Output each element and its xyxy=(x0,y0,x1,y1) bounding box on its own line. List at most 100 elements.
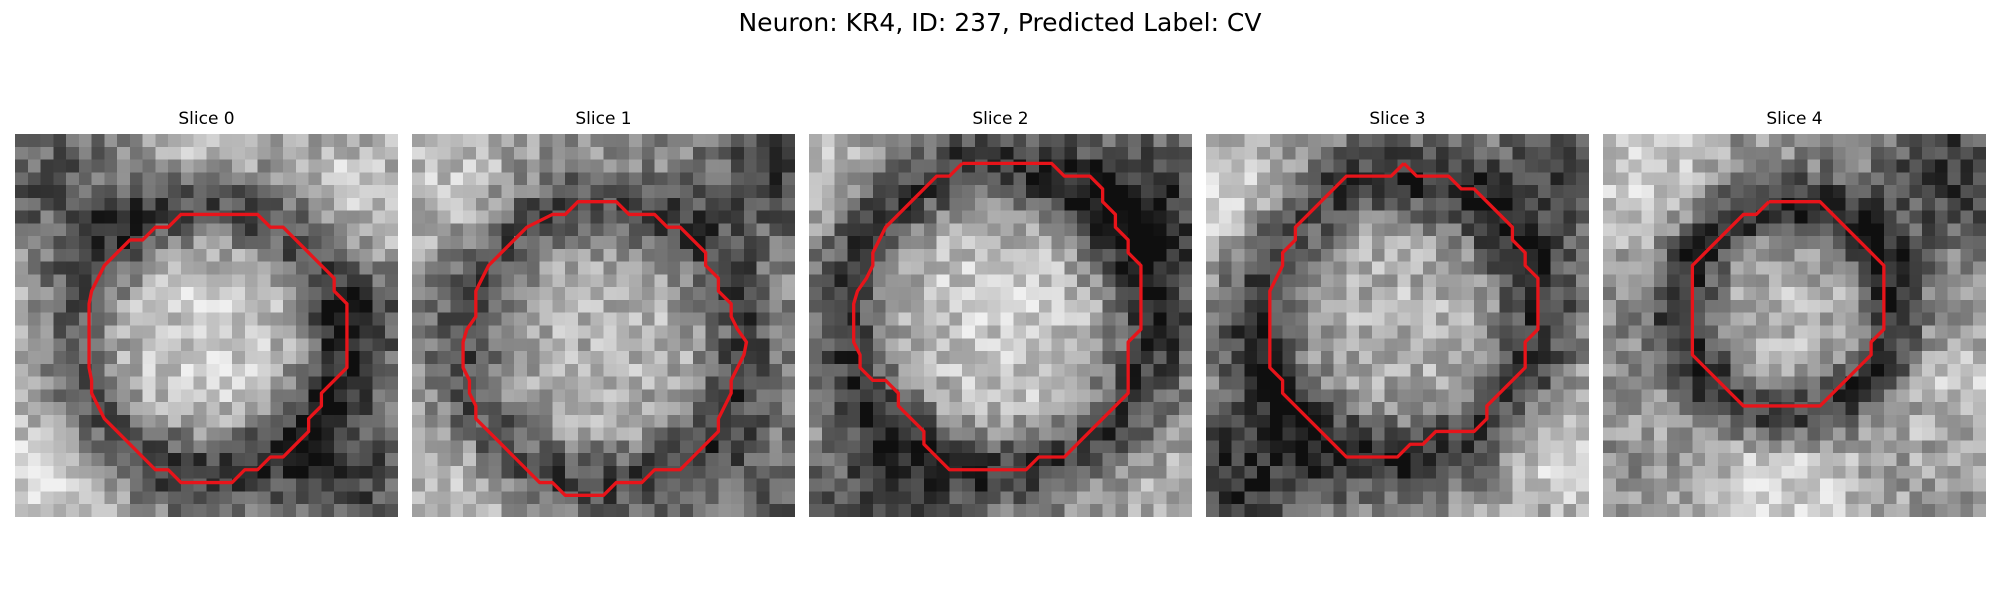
pixel xyxy=(372,262,385,275)
pixel xyxy=(15,262,28,275)
pixel xyxy=(514,172,527,185)
pixel xyxy=(527,415,540,428)
pixel xyxy=(565,326,578,339)
pixel xyxy=(718,160,731,173)
pixel xyxy=(1935,249,1948,262)
pixel xyxy=(450,504,463,517)
pixel xyxy=(92,185,105,198)
pixel xyxy=(911,223,924,236)
pixel xyxy=(425,351,438,364)
pixel xyxy=(1257,504,1270,517)
pixel xyxy=(1359,491,1372,504)
pixel xyxy=(1680,313,1693,326)
pixel xyxy=(1960,313,1973,326)
pixel xyxy=(1948,249,1961,262)
pixel xyxy=(283,504,296,517)
pixel xyxy=(1846,185,1859,198)
pixel xyxy=(207,466,220,479)
pixel xyxy=(1922,364,1935,377)
pixel xyxy=(1756,479,1769,492)
pixel xyxy=(28,262,41,275)
pixel xyxy=(744,313,757,326)
pixel xyxy=(1705,172,1718,185)
pixel xyxy=(552,428,565,441)
pixel xyxy=(552,364,565,377)
pixel xyxy=(1052,287,1065,300)
pixel xyxy=(28,338,41,351)
pixel xyxy=(1064,185,1077,198)
pixel xyxy=(1743,338,1756,351)
pixel xyxy=(1154,364,1167,377)
pixel xyxy=(15,249,28,262)
pixel xyxy=(1576,428,1589,441)
pixel xyxy=(1166,160,1179,173)
pixel xyxy=(1372,147,1385,160)
pixel xyxy=(334,185,347,198)
pixel xyxy=(949,236,962,249)
pixel xyxy=(1372,236,1385,249)
pixel xyxy=(911,326,924,339)
pixel xyxy=(1141,147,1154,160)
pixel xyxy=(1244,466,1257,479)
pixel xyxy=(886,236,899,249)
pixel xyxy=(1308,338,1321,351)
pixel xyxy=(232,364,245,377)
pixel xyxy=(911,160,924,173)
pixel xyxy=(1846,262,1859,275)
pixel xyxy=(988,453,1001,466)
pixel xyxy=(1743,351,1756,364)
pixel xyxy=(450,236,463,249)
pixel xyxy=(53,147,66,160)
pixel xyxy=(1154,147,1167,160)
pixel xyxy=(463,287,476,300)
pixel xyxy=(425,274,438,287)
pixel xyxy=(629,440,642,453)
pixel xyxy=(1001,415,1014,428)
pixel xyxy=(1782,198,1795,211)
pixel xyxy=(1935,326,1948,339)
pixel xyxy=(1884,415,1897,428)
pixel xyxy=(258,479,271,492)
pixel xyxy=(1820,377,1833,390)
pixel xyxy=(1026,160,1039,173)
pixel xyxy=(1948,236,1961,249)
pixel xyxy=(1538,453,1551,466)
pixel xyxy=(1807,160,1820,173)
pixel xyxy=(1616,198,1629,211)
pixel xyxy=(1219,185,1232,198)
pixel xyxy=(501,389,514,402)
pixel xyxy=(1321,351,1334,364)
pixel xyxy=(552,326,565,339)
pixel xyxy=(1257,402,1270,415)
pixel xyxy=(1500,313,1513,326)
pixel xyxy=(860,326,873,339)
pixel xyxy=(1743,274,1756,287)
pixel xyxy=(757,313,770,326)
pixel xyxy=(1756,377,1769,390)
pixel xyxy=(168,198,181,211)
pixel xyxy=(219,287,232,300)
pixel xyxy=(540,453,553,466)
pixel xyxy=(847,211,860,224)
pixel xyxy=(1563,428,1576,441)
pixel xyxy=(693,262,706,275)
pixel xyxy=(860,198,873,211)
pixel xyxy=(1321,338,1334,351)
pixel xyxy=(1563,415,1576,428)
pixel xyxy=(1512,211,1525,224)
pixel xyxy=(629,236,642,249)
pixel xyxy=(1667,491,1680,504)
pixel xyxy=(616,504,629,517)
pixel xyxy=(1449,274,1462,287)
pixel xyxy=(655,326,668,339)
pixel xyxy=(1423,504,1436,517)
pixel xyxy=(1603,351,1616,364)
pixel xyxy=(1960,389,1973,402)
pixel xyxy=(1321,402,1334,415)
pixel xyxy=(1884,326,1897,339)
pixel xyxy=(1576,415,1589,428)
pixel xyxy=(1385,313,1398,326)
pixel xyxy=(1769,198,1782,211)
pixel xyxy=(1948,491,1961,504)
pixel xyxy=(962,262,975,275)
